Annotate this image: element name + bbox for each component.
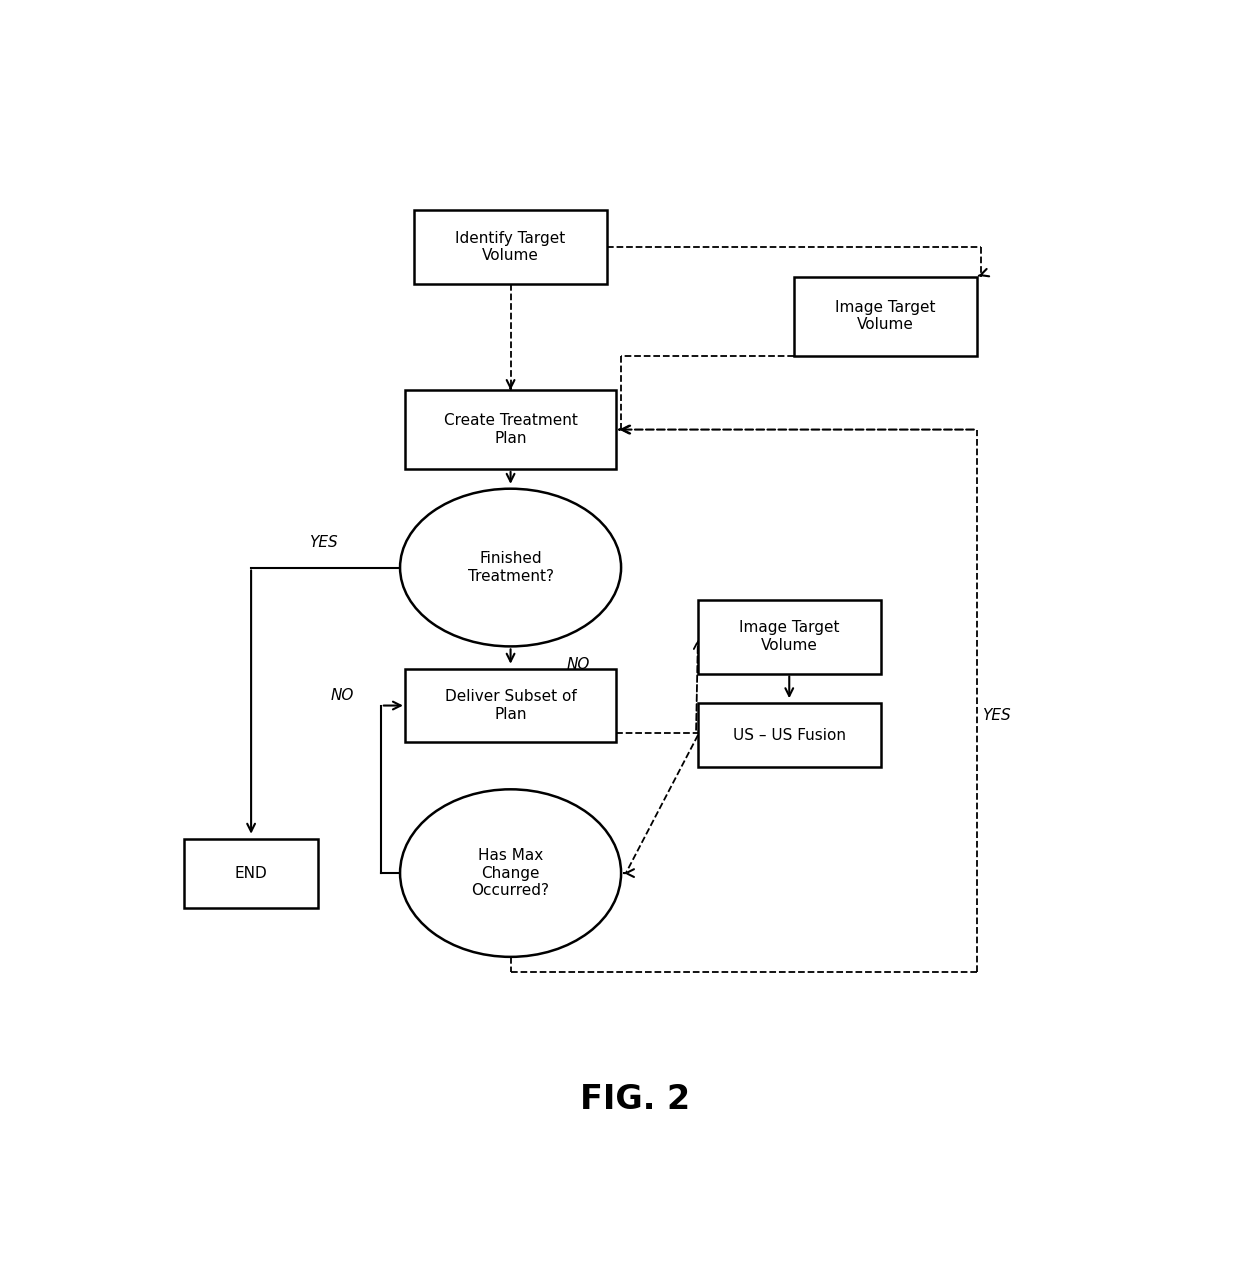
Bar [698, 703, 880, 767]
Ellipse shape [401, 790, 621, 957]
Bar [404, 668, 616, 742]
Bar [404, 390, 616, 468]
Text: Has Max
Change
Occurred?: Has Max Change Occurred? [471, 849, 549, 899]
Text: YES: YES [309, 535, 337, 550]
Text: Image Target
Volume: Image Target Volume [835, 300, 936, 333]
Bar [184, 838, 319, 908]
Text: Create Treatment
Plan: Create Treatment Plan [444, 413, 578, 445]
Text: END: END [234, 865, 268, 881]
Text: NO: NO [567, 657, 589, 672]
Bar [794, 276, 977, 356]
Text: Deliver Subset of
Plan: Deliver Subset of Plan [445, 690, 577, 722]
Bar [414, 210, 606, 284]
Text: YES: YES [982, 708, 1011, 723]
Text: Image Target
Volume: Image Target Volume [739, 621, 839, 653]
Text: Identify Target
Volume: Identify Target Volume [455, 230, 565, 264]
Ellipse shape [401, 489, 621, 646]
Bar [698, 599, 880, 673]
Text: NO: NO [331, 689, 355, 703]
Text: FIG. 2: FIG. 2 [580, 1083, 691, 1116]
Text: Finished
Treatment?: Finished Treatment? [467, 552, 553, 584]
Text: US – US Fusion: US – US Fusion [733, 727, 846, 742]
